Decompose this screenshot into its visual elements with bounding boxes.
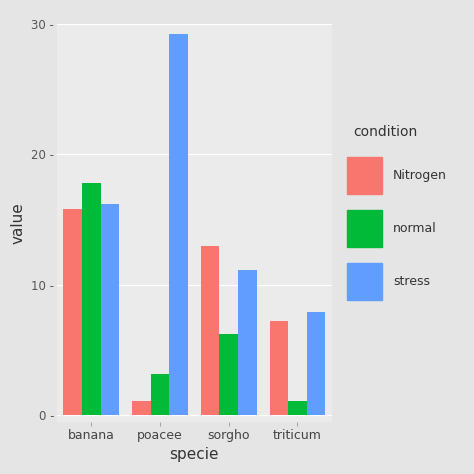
Text: stress: stress: [393, 275, 430, 288]
Bar: [132, 401, 151, 415]
Bar: [347, 264, 382, 300]
Bar: [100, 204, 119, 415]
Bar: [288, 401, 307, 415]
Bar: [169, 34, 188, 415]
Bar: [64, 209, 82, 415]
Bar: [347, 157, 382, 194]
Bar: [270, 321, 288, 415]
Bar: [219, 334, 238, 415]
Bar: [151, 374, 169, 415]
Bar: [201, 246, 219, 415]
Bar: [238, 271, 256, 415]
Bar: [82, 183, 100, 415]
Text: normal: normal: [393, 222, 437, 235]
Y-axis label: value: value: [10, 202, 26, 244]
X-axis label: specie: specie: [170, 447, 219, 462]
Bar: [347, 210, 382, 247]
Text: condition: condition: [354, 125, 418, 139]
Bar: [307, 312, 325, 415]
Text: Nitrogen: Nitrogen: [393, 169, 447, 182]
